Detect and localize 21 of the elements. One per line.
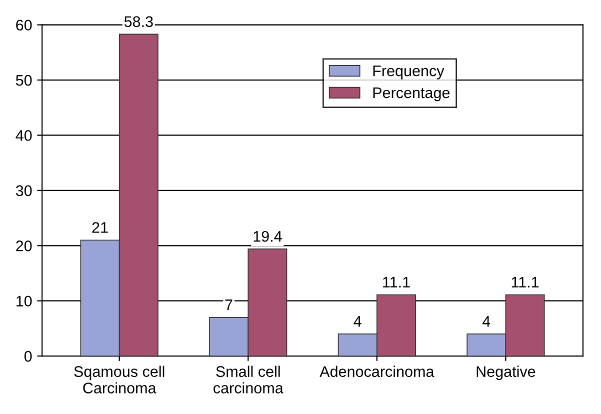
x-tick-label: Small cell carcinoma [214, 366, 284, 394]
data-label: 11.1 [383, 276, 410, 288]
data-label: 19.4 [254, 230, 282, 242]
y-tick-label: 40 [16, 130, 32, 141]
data-label: 11.1 [512, 276, 539, 288]
y-tick-label: 60 [16, 20, 32, 31]
data-label: 21 [92, 222, 108, 233]
legend-label: Frequency [373, 66, 444, 80]
y-tick-label: 0 [24, 350, 32, 362]
legend-label: Percentage [373, 88, 450, 102]
data-label: 4 [482, 316, 490, 327]
y-tick-label: 20 [16, 240, 32, 252]
x-tick-label: Sqamous cell Carcinoma [74, 366, 164, 394]
y-tick-label: 10 [16, 296, 32, 307]
y-tick-label: 30 [16, 185, 32, 196]
x-tick-label: Negative [476, 366, 536, 380]
y-tick-label: 50 [16, 74, 32, 86]
x-tick-label: Adenocarcinoma [320, 366, 434, 377]
data-label: 58.3 [124, 16, 153, 28]
data-label: 4 [354, 316, 362, 327]
data-label: 7 [225, 300, 232, 310]
